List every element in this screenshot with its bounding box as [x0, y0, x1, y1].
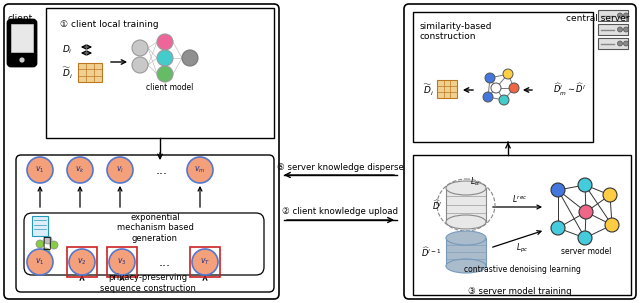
- FancyBboxPatch shape: [404, 4, 636, 299]
- Bar: [78, 63, 102, 82]
- Circle shape: [618, 13, 623, 18]
- Circle shape: [551, 221, 565, 235]
- Text: privacy-preserving
sequence construction: privacy-preserving sequence construction: [100, 273, 196, 293]
- Circle shape: [157, 34, 173, 50]
- Text: $v_i$: $v_i$: [116, 165, 124, 175]
- Text: $D_i$: $D_i$: [62, 44, 73, 56]
- Circle shape: [109, 249, 135, 275]
- Circle shape: [182, 50, 198, 66]
- Circle shape: [579, 205, 593, 219]
- Text: $v_1$: $v_1$: [35, 257, 45, 267]
- Circle shape: [578, 231, 592, 245]
- Circle shape: [132, 57, 148, 73]
- Bar: [413, 155, 631, 295]
- Text: ② client knowledge upload: ② client knowledge upload: [282, 207, 398, 215]
- Bar: [446, 188, 486, 222]
- Bar: [46, 8, 274, 138]
- Circle shape: [578, 178, 592, 192]
- Text: $v_3$: $v_3$: [117, 257, 127, 267]
- Text: 🔒: 🔒: [42, 236, 50, 250]
- Text: client: client: [8, 14, 33, 23]
- Bar: [598, 24, 628, 35]
- Text: $L_{pc}$: $L_{pc}$: [516, 241, 528, 255]
- Ellipse shape: [446, 259, 486, 273]
- Circle shape: [27, 249, 53, 275]
- Text: contrastive denoising learning: contrastive denoising learning: [463, 265, 580, 275]
- Text: $\widetilde{D}_i$: $\widetilde{D}_i$: [62, 65, 73, 81]
- Ellipse shape: [446, 215, 486, 229]
- Circle shape: [499, 95, 509, 105]
- Circle shape: [50, 241, 58, 249]
- Ellipse shape: [446, 231, 486, 245]
- FancyBboxPatch shape: [16, 155, 274, 292]
- Circle shape: [157, 66, 173, 82]
- Circle shape: [623, 27, 628, 32]
- Circle shape: [107, 157, 133, 183]
- Circle shape: [483, 92, 493, 102]
- FancyBboxPatch shape: [24, 213, 264, 275]
- Bar: [190, 247, 220, 277]
- Text: $L_{is}$: $L_{is}$: [470, 176, 480, 188]
- Circle shape: [192, 249, 218, 275]
- Circle shape: [485, 73, 495, 83]
- Circle shape: [491, 83, 501, 93]
- Text: ⑤ server knowledge disperse: ⑤ server knowledge disperse: [276, 162, 403, 171]
- Circle shape: [36, 240, 44, 248]
- Circle shape: [67, 157, 93, 183]
- Text: ① client local training: ① client local training: [60, 20, 159, 29]
- Text: central server: central server: [566, 14, 630, 23]
- Circle shape: [603, 188, 617, 202]
- Text: $\widetilde{D}_i$: $\widetilde{D}_i$: [422, 82, 433, 98]
- Circle shape: [157, 50, 173, 66]
- Bar: [437, 80, 457, 98]
- Circle shape: [69, 249, 95, 275]
- Text: $v_k$: $v_k$: [75, 165, 85, 175]
- Circle shape: [618, 41, 623, 46]
- Circle shape: [605, 218, 619, 232]
- Circle shape: [44, 236, 52, 244]
- Text: $v_1$: $v_1$: [35, 165, 45, 175]
- Bar: [32, 216, 48, 236]
- Circle shape: [509, 83, 519, 93]
- Bar: [413, 12, 593, 142]
- Bar: [598, 38, 628, 49]
- FancyBboxPatch shape: [8, 20, 36, 66]
- Circle shape: [19, 57, 25, 63]
- Text: $v_T$: $v_T$: [200, 257, 210, 267]
- Text: $\widehat{D}^l$: $\widehat{D}^l$: [432, 198, 442, 212]
- Circle shape: [623, 41, 628, 46]
- Text: ...: ...: [156, 164, 168, 177]
- Text: $\widehat{D}^{l-1}$: $\widehat{D}^{l-1}$: [420, 245, 441, 259]
- Bar: [598, 10, 628, 21]
- Bar: [107, 247, 137, 277]
- Text: client model: client model: [147, 84, 194, 92]
- Text: $L^{rec}$: $L^{rec}$: [513, 193, 527, 205]
- Text: ③ server model training: ③ server model training: [468, 288, 572, 297]
- Text: exponential
mechanism based
generation: exponential mechanism based generation: [116, 213, 193, 243]
- Circle shape: [42, 248, 50, 256]
- Bar: [446, 238, 486, 266]
- Text: $v_m$: $v_m$: [195, 165, 205, 175]
- Text: ...: ...: [159, 255, 171, 268]
- Circle shape: [187, 157, 213, 183]
- Circle shape: [551, 183, 565, 197]
- Circle shape: [132, 40, 148, 56]
- Text: $\widehat{D}_m^l \sim \widehat{D}^l$: $\widehat{D}_m^l \sim \widehat{D}^l$: [552, 82, 586, 98]
- Circle shape: [27, 157, 53, 183]
- Circle shape: [618, 27, 623, 32]
- Circle shape: [623, 13, 628, 18]
- Ellipse shape: [446, 181, 486, 195]
- Bar: [67, 247, 97, 277]
- Bar: [11, 24, 33, 52]
- Text: $v_2$: $v_2$: [77, 257, 86, 267]
- FancyBboxPatch shape: [4, 4, 279, 299]
- Text: similarity-based
construction: similarity-based construction: [420, 22, 493, 42]
- Circle shape: [503, 69, 513, 79]
- Text: server model: server model: [561, 248, 611, 257]
